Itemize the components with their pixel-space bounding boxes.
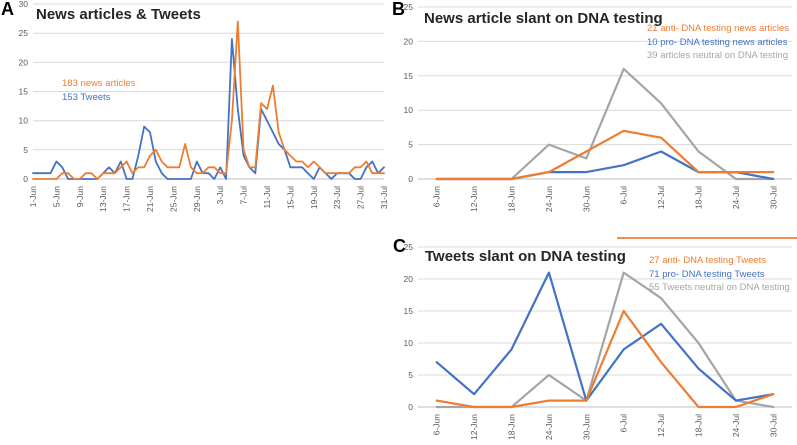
- panel-c-title: Tweets slant on DNA testing: [425, 248, 626, 265]
- svg-text:15-Jul: 15-Jul: [285, 186, 295, 209]
- svg-text:25: 25: [404, 242, 414, 252]
- svg-text:25: 25: [19, 28, 29, 38]
- svg-text:11-Jul: 11-Jul: [262, 186, 272, 209]
- legend-item-news-articles: 183 news articles: [62, 78, 136, 89]
- legend-item-neutral-articles: 39 articles neutral on DNA testing: [647, 50, 788, 61]
- panel-b-letter: B: [392, 0, 405, 19]
- svg-text:5: 5: [408, 370, 413, 380]
- legend-item-tweets: 153 Tweets: [62, 91, 111, 103]
- svg-text:13-Jun: 13-Jun: [98, 186, 108, 212]
- svg-text:31-Jul: 31-Jul: [379, 186, 389, 209]
- panel-b-title: News article slant on DNA testing: [424, 10, 663, 27]
- svg-text:5-Jun: 5-Jun: [51, 186, 61, 208]
- svg-text:23-Jul: 23-Jul: [332, 186, 342, 209]
- svg-text:18-Jun: 18-Jun: [507, 186, 517, 212]
- svg-text:30-Jun: 30-Jun: [581, 186, 591, 212]
- svg-text:6-Jul: 6-Jul: [619, 414, 629, 433]
- svg-text:15: 15: [19, 87, 29, 97]
- svg-text:21-Jun: 21-Jun: [145, 186, 155, 212]
- svg-text:12-Jul: 12-Jul: [656, 414, 666, 437]
- svg-text:10: 10: [19, 116, 29, 126]
- panel-b-legend: 21 anti- DNA testing news articles 10 pr…: [647, 22, 789, 63]
- svg-text:12-Jun: 12-Jun: [469, 414, 479, 440]
- svg-text:20: 20: [404, 274, 414, 284]
- panel-a: A 0 5 10 15 20 25 30 1-Jun 5-Jun 9-Jun 13-Jun 17-Ju…: [0, 0, 397, 230]
- svg-text:15: 15: [404, 306, 414, 316]
- svg-text:18-Jul: 18-Jul: [694, 414, 704, 437]
- svg-text:24-Jul: 24-Jul: [731, 414, 741, 437]
- svg-text:0: 0: [23, 174, 28, 184]
- panel-b-chart: 0 5 10 15 20 25 6-Jun 12-Jun 18-Jun 24-Jun 30-Jun 6…: [404, 2, 792, 212]
- svg-text:20: 20: [404, 36, 414, 46]
- svg-text:30: 30: [19, 0, 29, 9]
- svg-text:18-Jul: 18-Jul: [694, 186, 704, 209]
- svg-text:5: 5: [408, 140, 413, 150]
- svg-text:24-Jul: 24-Jul: [731, 186, 741, 209]
- panel-b: B 0 5 10 15 20 25 6-Jun 12-Jun 18-Jun 24-Jun 30-Ju…: [388, 0, 797, 232]
- svg-text:15: 15: [404, 71, 414, 81]
- legend-item-neutral-tweets: 55 Tweets neutral on DNA testing: [649, 282, 790, 293]
- panel-c: C 0 5 10 15 20 25 6-Jun 12-Jun 18-Jun 24-Jun 30-Ju…: [388, 228, 797, 445]
- top-border-artifact-line: [617, 237, 797, 239]
- svg-text:24-Jun: 24-Jun: [544, 414, 554, 440]
- svg-text:3-Jul: 3-Jul: [215, 186, 225, 205]
- svg-text:6-Jun: 6-Jun: [432, 186, 442, 208]
- svg-text:18-Jun: 18-Jun: [507, 414, 517, 440]
- svg-text:6-Jun: 6-Jun: [432, 414, 442, 436]
- svg-text:19-Jul: 19-Jul: [309, 186, 319, 209]
- svg-text:30-Jul: 30-Jul: [768, 186, 778, 209]
- svg-text:29-Jun: 29-Jun: [192, 186, 202, 212]
- svg-text:9-Jun: 9-Jun: [75, 186, 85, 208]
- legend-item-pro-articles: 10 pro- DNA testing news articles: [647, 36, 788, 48]
- panel-a-title: News articles & Tweets: [36, 6, 201, 23]
- svg-text:1-Jun: 1-Jun: [28, 186, 38, 208]
- svg-text:24-Jun: 24-Jun: [544, 186, 554, 212]
- svg-text:30-Jul: 30-Jul: [768, 414, 778, 437]
- svg-text:30-Jun: 30-Jun: [581, 414, 591, 440]
- svg-text:25-Jun: 25-Jun: [168, 186, 178, 212]
- svg-text:10: 10: [404, 338, 414, 348]
- svg-text:17-Jun: 17-Jun: [122, 186, 132, 212]
- svg-text:6-Jul: 6-Jul: [619, 186, 629, 205]
- legend-item-anti-articles: 21 anti- DNA testing news articles: [647, 23, 790, 34]
- svg-text:0: 0: [408, 174, 413, 184]
- legend-item-anti-tweets: 27 anti- DNA testing Tweets: [649, 255, 767, 266]
- svg-text:7-Jul: 7-Jul: [239, 186, 249, 205]
- svg-text:27-Jul: 27-Jul: [356, 186, 366, 209]
- svg-text:12-Jun: 12-Jun: [469, 186, 479, 212]
- panel-a-legend: 183 news articles 153 Tweets: [62, 77, 135, 104]
- svg-text:12-Jul: 12-Jul: [656, 186, 666, 209]
- svg-text:25: 25: [404, 2, 414, 12]
- panel-a-letter: A: [1, 0, 14, 19]
- panel-a-chart: 0 5 10 15 20 25 30 1-Jun 5-Jun 9-Jun 13-Jun 17-Jun 2…: [19, 0, 389, 212]
- svg-text:20: 20: [19, 57, 29, 67]
- svg-text:10: 10: [404, 105, 414, 115]
- svg-text:5: 5: [23, 145, 28, 155]
- panel-c-legend: 27 anti- DNA testing Tweets 71 pro- DNA …: [649, 254, 790, 295]
- panel-c-letter: C: [393, 236, 406, 256]
- legend-item-pro-tweets: 71 pro- DNA testing Tweets: [649, 268, 765, 280]
- panel-c-chart: 0 5 10 15 20 25 6-Jun 12-Jun 18-Jun 24-Jun 30-Jun 6…: [404, 242, 792, 440]
- svg-text:0: 0: [408, 402, 413, 412]
